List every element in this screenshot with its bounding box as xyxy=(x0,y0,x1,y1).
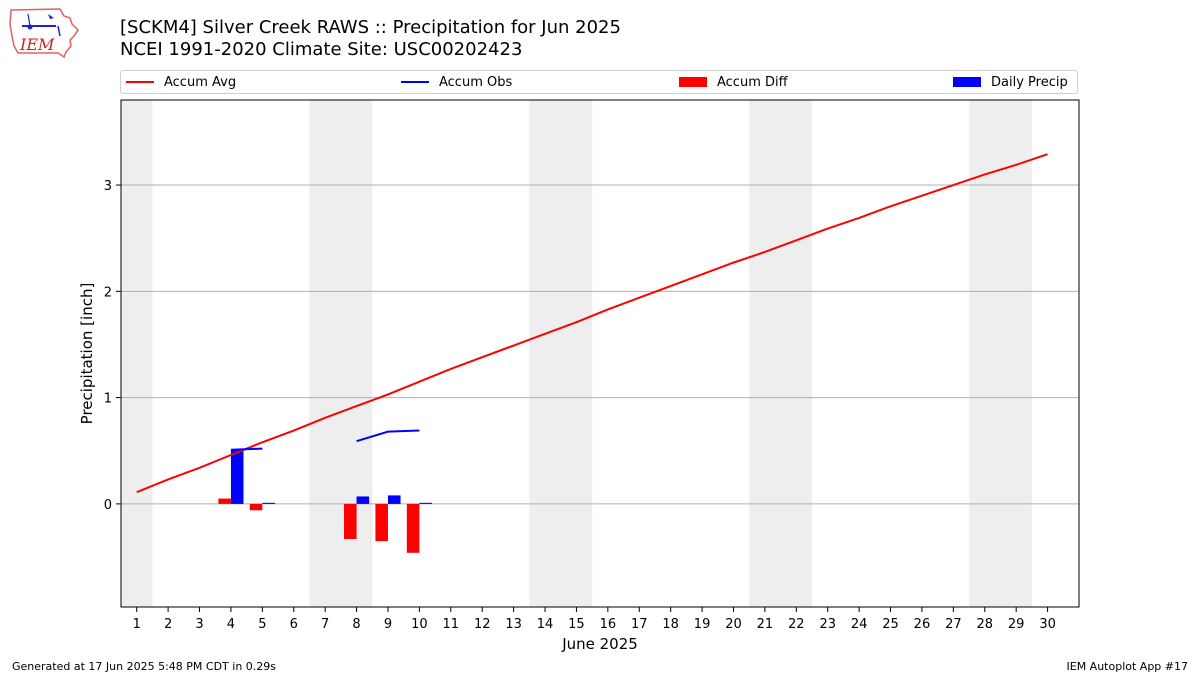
x-tick-label: 21 xyxy=(757,617,774,632)
legend: Accum Avg Accum Obs Accum Diff Daily Pre… xyxy=(120,70,1078,94)
weekend-band xyxy=(969,100,1032,607)
legend-swatch xyxy=(953,77,981,87)
x-tick-label: 30 xyxy=(1039,617,1056,632)
accum-diff-bar xyxy=(375,503,388,542)
x-tick-label: 4 xyxy=(227,617,235,632)
y-axis-label: Precipitation [inch] xyxy=(78,283,96,425)
accum-diff-bar xyxy=(344,503,357,539)
legend-swatch xyxy=(679,77,707,87)
weekend-band xyxy=(749,100,813,607)
accum-diff-bar xyxy=(249,503,263,511)
x-tick-label: 27 xyxy=(945,617,962,632)
x-tick-label: 16 xyxy=(600,617,617,632)
x-tick-label: 13 xyxy=(505,617,522,632)
x-tick-label: 28 xyxy=(976,617,993,632)
daily-precip-bar xyxy=(387,495,401,504)
daily-precip-bar xyxy=(262,502,275,504)
legend-swatch xyxy=(126,81,154,83)
y-tick-label: 2 xyxy=(104,285,112,300)
weekend-band xyxy=(529,100,593,607)
legend-swatch xyxy=(401,81,429,83)
y-tick-label: 3 xyxy=(104,179,112,194)
legend-item-accum-diff: Accum Diff xyxy=(679,71,788,93)
legend-label: Accum Avg xyxy=(164,74,237,90)
x-axis-label: June 2025 xyxy=(561,635,638,653)
legend-label: Accum Obs xyxy=(439,74,513,90)
legend-label: Accum Diff xyxy=(717,74,788,90)
legend-label: Daily Precip xyxy=(991,74,1068,90)
x-tick-label: 3 xyxy=(195,617,203,632)
x-tick-label: 23 xyxy=(819,617,836,632)
x-tick-label: 11 xyxy=(443,617,460,632)
y-tick-label: 0 xyxy=(104,498,112,513)
logo-text: IEM xyxy=(19,35,55,54)
daily-precip-bar xyxy=(419,502,432,504)
x-tick-label: 14 xyxy=(537,617,554,632)
footer-generated: Generated at 17 Jun 2025 5:48 PM CDT in … xyxy=(12,660,277,673)
x-tick-label: 6 xyxy=(290,617,298,632)
x-tick-label: 5 xyxy=(258,617,266,632)
y-tick-label: 1 xyxy=(104,392,112,407)
accum-obs-line xyxy=(230,447,263,451)
plot-frame xyxy=(120,99,1080,608)
x-tick-label: 7 xyxy=(321,617,329,632)
x-tick-label: 20 xyxy=(725,617,742,632)
x-tick-label: 2 xyxy=(164,617,172,632)
daily-precip-bar xyxy=(356,496,370,504)
x-tick-label: 12 xyxy=(474,617,491,632)
x-tick-label: 19 xyxy=(694,617,711,632)
weekend-band xyxy=(121,100,153,607)
x-tick-label: 25 xyxy=(882,617,899,632)
x-tick-label: 1 xyxy=(133,617,141,632)
x-tick-label: 10 xyxy=(411,617,428,632)
accum-diff-bar xyxy=(406,503,420,553)
iem-logo: IEM xyxy=(9,8,79,58)
x-tick-label: 17 xyxy=(631,617,648,632)
legend-item-accum-obs: Accum Obs xyxy=(401,71,512,93)
x-tick-label: 22 xyxy=(788,617,805,632)
chart-title: [SCKM4] Silver Creek RAWS :: Precipitati… xyxy=(120,17,621,38)
accum-obs-line xyxy=(356,429,420,443)
x-tick-label: 18 xyxy=(662,617,679,632)
x-tick-label: 8 xyxy=(352,617,360,632)
x-tick-label: 29 xyxy=(1008,617,1025,632)
x-tick-label: 9 xyxy=(384,617,392,632)
accum-diff-bar xyxy=(218,498,231,504)
x-tick-label: 15 xyxy=(568,617,585,632)
accum-avg-line xyxy=(136,153,1048,494)
chart-subtitle: NCEI 1991-2020 Climate Site: USC00202423 xyxy=(120,39,523,60)
x-tick-label: 26 xyxy=(914,617,931,632)
legend-item-accum-avg: Accum Avg xyxy=(126,71,236,93)
daily-precip-bar xyxy=(230,449,244,504)
legend-item-daily-precip: Daily Precip xyxy=(953,71,1068,93)
x-tick-label: 24 xyxy=(851,617,868,632)
footer-app: IEM Autoplot App #17 xyxy=(1066,660,1189,673)
weekend-band xyxy=(309,100,373,607)
